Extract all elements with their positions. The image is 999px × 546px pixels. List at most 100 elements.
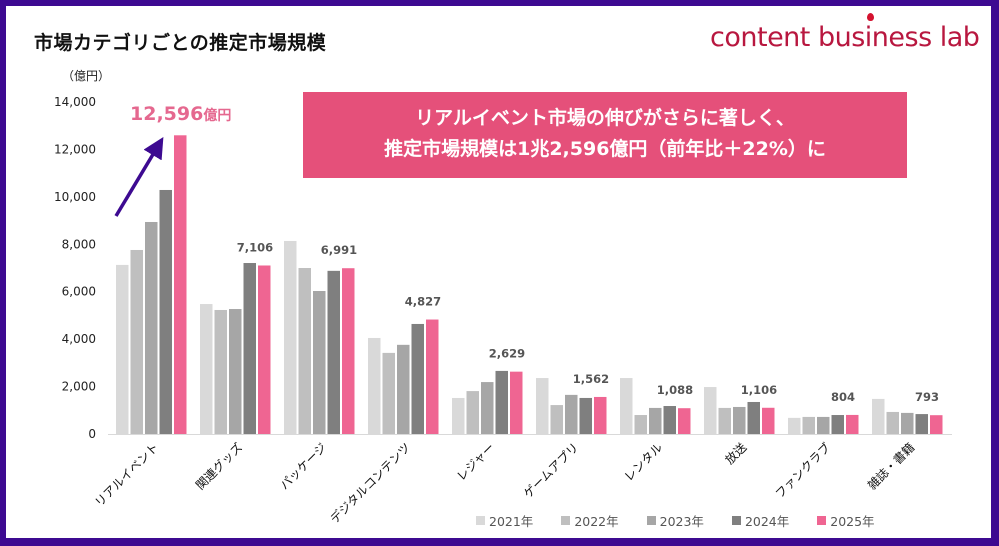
chart-title: 市場カテゴリごとの推定市場規模 (34, 32, 327, 54)
bar-2025年-雑誌・書籍 (930, 415, 943, 434)
category-label: 放送 (722, 440, 750, 468)
bar-2025年-ゲームアプリ (594, 396, 607, 434)
bar-2022年-レジャー (466, 391, 479, 434)
category-label: ファンクラブ (772, 440, 834, 502)
bar-2021年-放送 (704, 387, 717, 434)
annotation-box: リアルイベント市場の伸びがさらに著しく、 推定市場規模は1兆2,596億円（前年… (303, 92, 907, 178)
annotation-line1: リアルイベント市場の伸びがさらに著しく、 (415, 107, 795, 129)
bar-2025年-レジャー (510, 371, 523, 434)
bar-2022年-リアルイベント (130, 249, 143, 434)
legend-swatch (817, 516, 827, 525)
data-label: 804 (831, 390, 855, 404)
bar-2024年-レジャー (495, 370, 508, 434)
legend-swatch (561, 516, 571, 525)
bar-2021年-関連グッズ (200, 304, 213, 434)
bar-2021年-雑誌・書籍 (872, 398, 885, 434)
bar-2022年-ゲームアプリ (550, 405, 563, 434)
data-label: 4,827 (405, 295, 441, 309)
legend-label: 2024年 (744, 514, 790, 529)
legend-label: 2025年 (830, 514, 875, 529)
legend-item: 2024年 (731, 511, 790, 530)
bar-2025年-リアルイベント (174, 135, 187, 434)
category-label: 雑誌・書籍 (864, 440, 917, 493)
data-label: 793 (915, 390, 939, 404)
bar-2022年-関連グッズ (214, 309, 227, 434)
legend: 2021年 2022年 2023年 2024年 2025年 (476, 511, 875, 530)
category-label: レンタル (622, 440, 666, 484)
bar-2021年-デジタルコンテンツ (368, 337, 381, 434)
bar-2022年-デジタルコンテンツ (382, 352, 395, 434)
legend-label: 2023年 (659, 514, 704, 529)
growth-arrow-icon (114, 136, 164, 217)
legend-item: 2025年 (817, 511, 875, 530)
bar-2021年-リアルイベント (116, 264, 129, 434)
logo: content business lab (710, 22, 980, 53)
y-tick-label: 8,000 (62, 237, 96, 251)
bar-2023年-ファンクラブ (817, 416, 830, 434)
bar-2022年-雑誌・書籍 (886, 411, 899, 434)
category-label: レジャー (454, 440, 497, 483)
y-tick-label: 6,000 (62, 285, 96, 299)
y-tick-label: 2,000 (62, 380, 96, 394)
bar-2024年-デジタルコンテンツ (411, 323, 424, 434)
bar-2025年-レンタル (678, 408, 691, 434)
bar-2023年-雑誌・書籍 (901, 412, 914, 434)
data-label: 1,562 (573, 372, 609, 386)
bar-2024年-レンタル (663, 406, 676, 434)
bar-2023年-ゲームアプリ (565, 394, 578, 434)
y-tick-label: 4,000 (62, 332, 96, 346)
bar-2023年-デジタルコンテンツ (397, 344, 410, 434)
legend-swatch (476, 516, 485, 525)
bar-2023年-リアルイベント (145, 221, 158, 434)
bar-2022年-放送 (718, 407, 731, 434)
bar-2025年-放送 (762, 407, 775, 434)
annotation-line2: 推定市場規模は1兆2,596億円（前年比＋22%）に (384, 138, 826, 160)
bar-2025年-パッケージ (342, 268, 355, 434)
bar-2024年-放送 (747, 401, 760, 434)
y-tick-label: 10,000 (54, 190, 96, 204)
category-label: デジタルコンテンツ (327, 440, 414, 527)
bar-2022年-レンタル (634, 415, 647, 434)
bar-2021年-レジャー (452, 397, 465, 434)
data-label: 6,991 (321, 243, 357, 257)
legend-item: 2021年 (476, 511, 533, 530)
bar-2024年-関連グッズ (243, 263, 256, 434)
bar-2021年-ファンクラブ (788, 417, 801, 434)
data-label: 1,088 (657, 383, 693, 397)
bar-2025年-ファンクラブ (846, 414, 859, 434)
bar-2023年-パッケージ (313, 291, 326, 434)
bar-2023年-関連グッズ (229, 309, 242, 434)
bar-2024年-パッケージ (327, 270, 340, 434)
bar-2023年-放送 (733, 406, 746, 434)
bar-2024年-雑誌・書籍 (915, 414, 928, 434)
logo-drop-icon (867, 13, 874, 21)
data-label: 1,106 (741, 383, 777, 397)
bar-2023年-レジャー (481, 382, 494, 434)
data-label: 2,629 (489, 347, 525, 361)
data-label: 7,106 (237, 240, 273, 254)
bar-2023年-レンタル (649, 407, 662, 434)
bar-2024年-ゲームアプリ (579, 397, 592, 434)
y-tick-label: 0 (88, 427, 96, 441)
bar-2025年-関連グッズ (258, 265, 271, 434)
legend-swatch (646, 516, 656, 525)
legend-label: 2021年 (489, 514, 534, 529)
bar-2024年-リアルイベント (159, 189, 172, 434)
legend-swatch (731, 516, 741, 525)
bar-2025年-デジタルコンテンツ (426, 319, 439, 434)
bar-2022年-パッケージ (298, 268, 311, 434)
y-tick-label: 14,000 (54, 95, 96, 109)
bar-2021年-レンタル (620, 378, 633, 434)
bar-2021年-パッケージ (284, 240, 297, 434)
highlight-data-label: 12,596億円 (130, 103, 231, 125)
legend-label: 2022年 (574, 514, 619, 529)
legend-item: 2022年 (561, 511, 619, 530)
bar-2024年-ファンクラブ (831, 415, 844, 434)
category-label: パッケージ (277, 440, 329, 492)
bar-2022年-ファンクラブ (802, 416, 815, 434)
category-label: 関連グッズ (192, 440, 245, 493)
legend-item: 2023年 (646, 511, 704, 530)
category-label: リアルイベント (92, 440, 161, 509)
y-axis-unit: （億円） (62, 69, 111, 83)
